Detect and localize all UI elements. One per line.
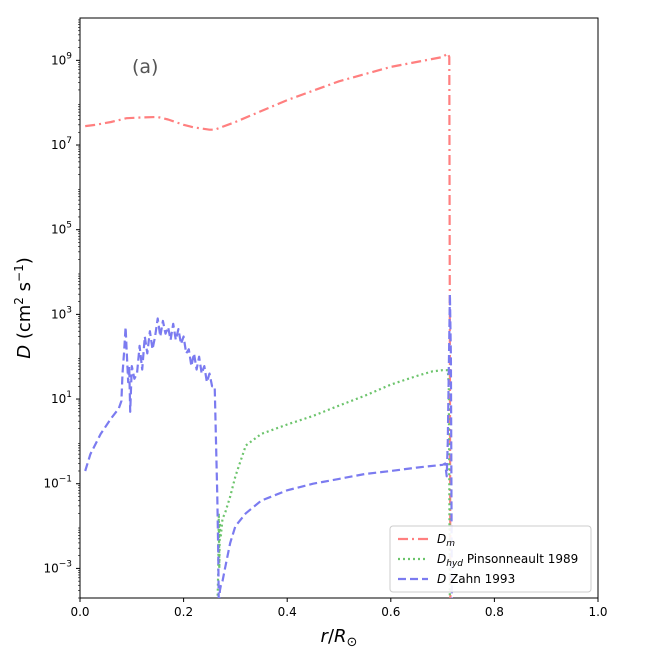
x-axis-label: r/R⊙ (321, 626, 358, 650)
series-line-0 (85, 52, 452, 598)
x-tick-label: 0.4 (278, 605, 297, 619)
y-tick-label: 105 (51, 221, 72, 237)
y-axis-ticks: 10−3 10−1 101 103 105 107 109 (43, 19, 80, 599)
legend-label-2: D Zahn 1993 (437, 572, 515, 586)
series-line-2 (84, 293, 453, 598)
x-tick-label: 1.0 (588, 605, 607, 619)
y-tick-label: 109 (51, 51, 72, 67)
y-tick-label: 10−1 (43, 475, 72, 491)
plot-area-frame (79, 17, 599, 599)
x-tick-label: 0.0 (70, 605, 89, 619)
y-tick-label: 101 (51, 390, 72, 406)
y-tick-label: 10−3 (43, 559, 72, 575)
y-tick-label: 107 (51, 136, 72, 152)
x-tick-label: 0.2 (174, 605, 193, 619)
panel-label: (a) (132, 56, 158, 78)
legend-box (389, 525, 592, 593)
y-tick-label: 103 (51, 305, 72, 321)
x-tick-label: 0.8 (485, 605, 504, 619)
x-tick-label: 0.6 (381, 605, 400, 619)
legend: Dm Dhyd Pinsonneault 1989 D Zahn 1993 (389, 525, 592, 593)
legend-label-0: Dm (437, 532, 455, 549)
x-axis-ticks: 0.0 0.2 0.4 0.6 0.8 1.0 (70, 598, 608, 619)
legend-label-1: Dhyd Pinsonneault 1989 (437, 552, 578, 569)
y-axis-label: D (cm2 s−1) (12, 257, 35, 359)
series-layer (84, 52, 453, 598)
series-line-1 (216, 369, 451, 598)
